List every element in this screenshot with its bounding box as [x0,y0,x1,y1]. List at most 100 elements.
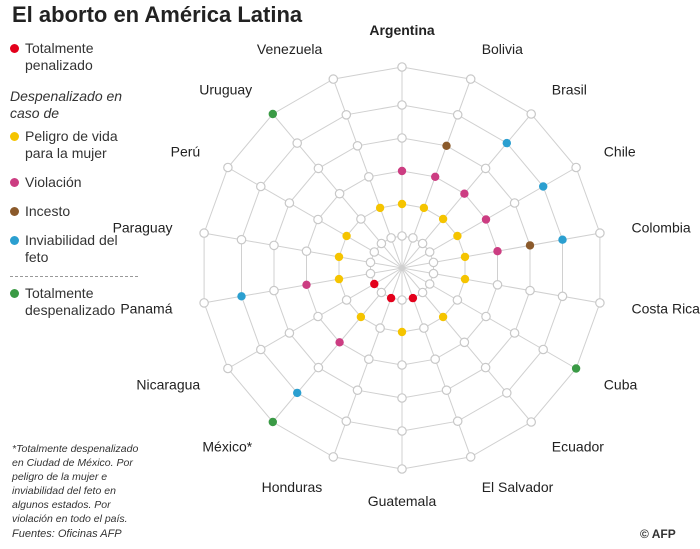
dot-nicaragua-violacion [313,311,323,322]
legend-separator [10,276,138,277]
dot-mexico-inviabilidad [293,388,302,398]
dot-cuba-inviabilidad [538,344,548,355]
dot-guatemala-penalizado [397,295,407,305]
dot-paraguay-penalizado [365,257,376,268]
yellow-dot-icon [10,132,19,141]
dot-mexico-despenalizado [268,417,277,427]
dot-ecuador-inviabilidad [501,388,512,398]
dot-bolivia-penalizado [408,233,418,243]
dot-el-salvador-despenalizado [465,452,476,462]
dot-panama-despenalizado [199,298,209,308]
country-label-costa-rica: Costa Rica [632,301,700,317]
dot-ecuador-violacion [459,337,470,348]
legend-label-incesto: Incesto [25,203,71,219]
dot-chile-penalizado [424,247,435,257]
dot-peru-violacion [313,214,323,225]
dot-colombia-violacion [493,247,502,256]
dot-mexico-penalizado [376,287,387,298]
dot-colombia-despenalizado [595,228,605,238]
dot-costa-rica-violacion [492,279,503,290]
dot-nicaragua-despenalizado [223,363,233,374]
dot-panama-violacion [302,280,311,289]
dot-ecuador-peligro [438,312,448,322]
dot-guatemala-peligro [397,327,407,337]
country-label-mexico: México* [202,439,252,455]
dot-panama-peligro [334,274,344,284]
country-label-bolivia: Bolivia [482,41,523,57]
legend-label-inviabilidad: Inviabilidad del feto [25,232,118,265]
dot-brasil-despenalizado [526,109,536,119]
dot-uruguay-peligro [356,214,366,224]
dot-costa-rica-incesto [525,285,535,296]
dot-uruguay-penalizado [376,238,387,249]
dot-venezuela-inviabilidad [341,110,352,120]
dot-colombia-peligro [460,252,470,262]
dot-el-salvador-peligro [419,323,429,333]
dot-paraguay-violacion [301,246,312,256]
dot-brasil-inviabilidad [502,138,511,148]
legend-label-despenalizado: Totalmente despenalizado [25,285,116,318]
country-label-guatemala: Guatemala [368,493,437,509]
dot-nicaragua-inviabilidad [255,344,266,355]
dot-cuba-incesto [509,328,520,338]
dot-bolivia-peligro [419,203,429,213]
dot-nicaragua-penalizado [370,279,379,289]
dot-guatemala-despenalizado [397,464,407,474]
dot-costa-rica-peligro [460,274,470,284]
dot-peru-penalizado [369,247,380,257]
legend-item-incesto: Incesto [10,203,138,220]
dot-chile-inviabilidad [539,182,548,191]
dot-venezuela-penalizado [386,233,396,243]
dot-chile-despenalizado [571,162,581,173]
blue-dot-icon [10,236,19,245]
afp-credit: © AFP [640,527,676,541]
dot-ecuador-despenalizado [526,417,536,427]
dot-bolivia-violacion [431,172,440,181]
dot-honduras-inviabilidad [341,416,352,426]
dot-argentina-penalizado [397,231,407,241]
dot-peru-inviabilidad [255,181,266,192]
dot-nicaragua-peligro [341,295,352,305]
dot-cuba-peligro [452,295,463,305]
legend-item-despenalizado: Totalmente despenalizado [10,285,138,319]
dot-cuba-violacion [481,311,491,322]
dot-el-salvador-inviabilidad [452,416,463,426]
dot-paraguay-incesto [269,240,279,251]
dot-chile-violacion [481,215,491,224]
dot-honduras-penalizado [386,293,396,303]
legend-label-penalizado: Totalmente penalizado [25,40,94,73]
dot-guatemala-violacion [397,360,407,370]
dot-venezuela-incesto [352,141,363,151]
dot-uruguay-incesto [313,163,324,174]
legend: Totalmente penalizado Despenalizado en c… [10,40,138,319]
dot-honduras-peligro [375,323,385,333]
dot-peru-despenalizado [223,162,233,173]
legend-item-penalizado: Totalmente penalizado [10,40,138,74]
dot-costa-rica-penalizado [428,268,439,279]
dot-uruguay-violacion [334,188,345,199]
dot-uruguay-despenalizado [268,109,277,119]
dot-el-salvador-incesto [441,385,452,395]
dot-chile-incesto [509,198,520,208]
dot-peru-incesto [284,198,295,208]
dot-brasil-peligro [438,214,448,224]
country-label-panama: Panamá [120,301,172,317]
country-label-argentina: Argentina [369,22,435,38]
dot-venezuela-despenalizado [328,74,339,84]
country-label-chile: Chile [604,144,636,160]
dot-honduras-despenalizado [328,452,339,462]
dot-brasil-violacion [460,189,469,198]
legend-label-peligro: Peligro de vida para la mujer [25,128,118,161]
dot-chile-peligro [453,231,462,241]
country-label-cuba: Cuba [604,377,638,393]
dot-argentina-incesto [397,133,407,143]
dot-panama-inviabilidad [237,292,246,301]
pink-dot-icon [10,178,19,187]
dot-bolivia-despenalizado [465,74,476,84]
dot-guatemala-incesto [397,393,407,403]
dot-argentina-peligro [397,199,407,209]
dot-panama-incesto [269,285,279,296]
dot-colombia-inviabilidad [558,235,567,244]
dot-colombia-incesto [525,241,535,250]
